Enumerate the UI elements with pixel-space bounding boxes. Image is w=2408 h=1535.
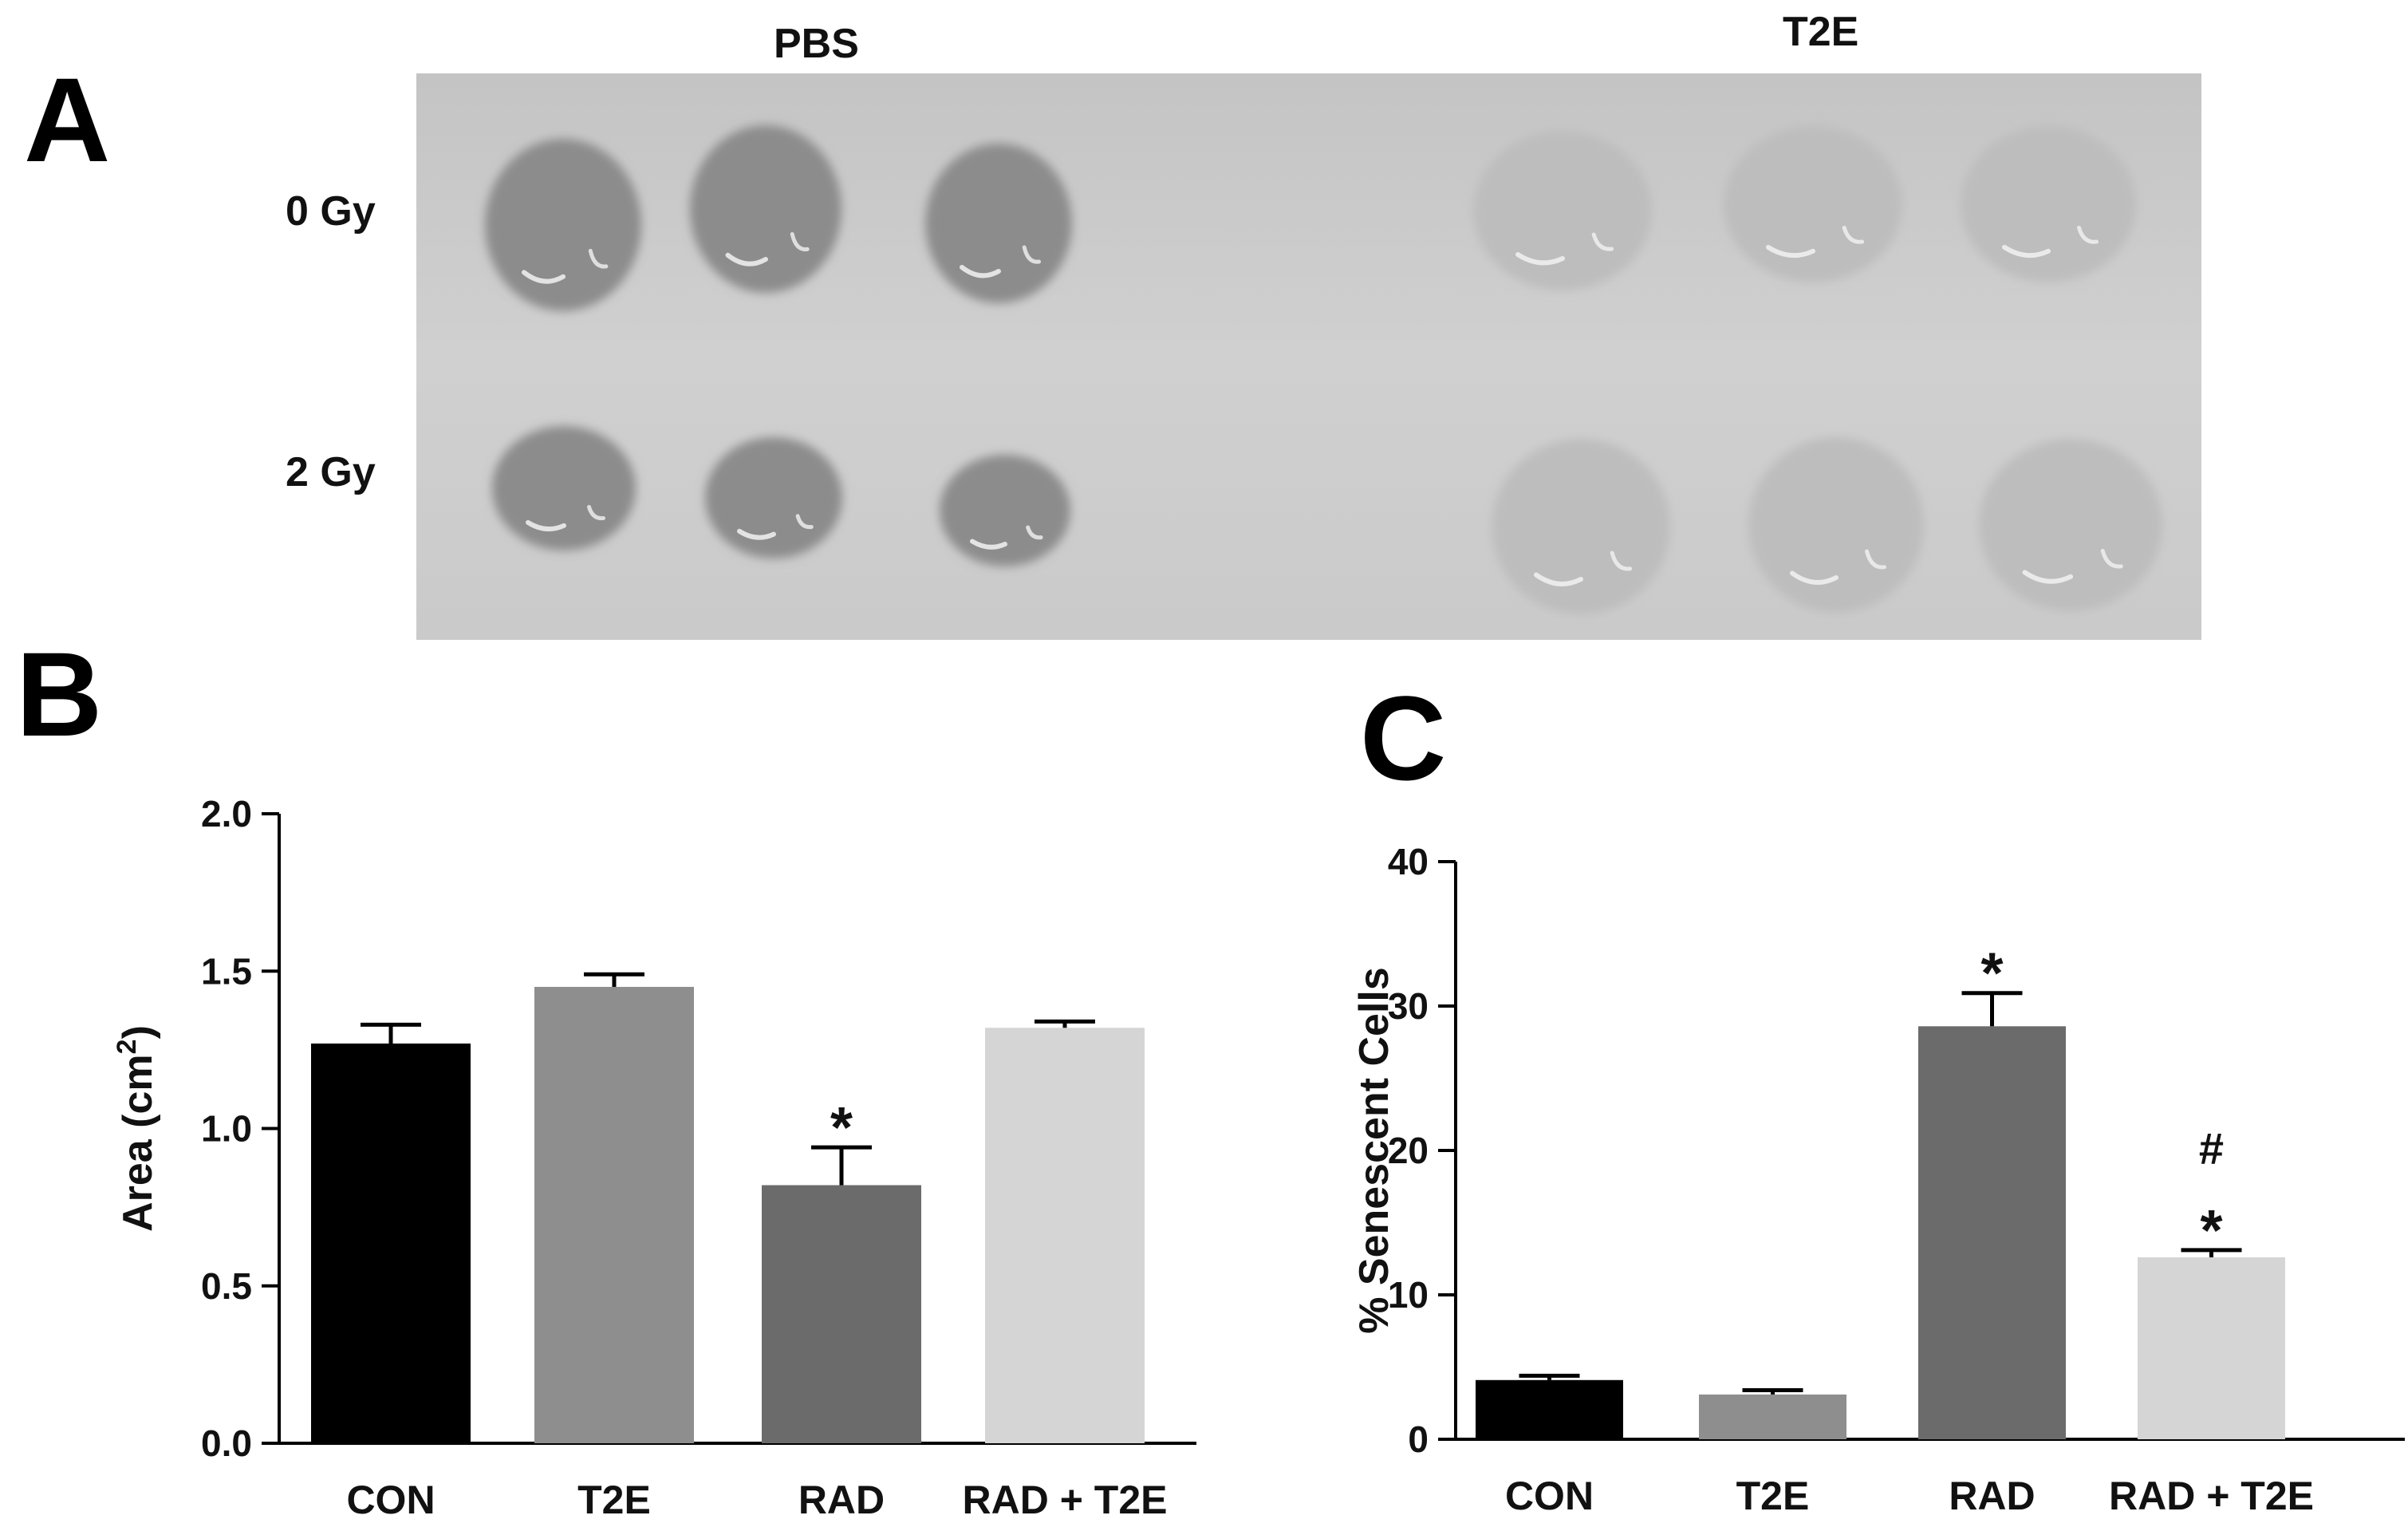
- photo-column-label-pbs: PBS: [774, 21, 859, 67]
- gel-drop-pbs: [485, 139, 641, 311]
- chart-c-significance-marker: *: [1980, 942, 2003, 1006]
- gel-drop-t2e: [1979, 439, 2162, 611]
- chart-b-x-tick-label: CON: [346, 1478, 435, 1522]
- gel-drop-pbs: [492, 426, 636, 550]
- chart-b-bar-0: [311, 1043, 471, 1443]
- chart-b-area: 0.0 0.5 1.0 1.5 2.0 Area (cm2) CON T2E RAD RAD + …: [112, 793, 1196, 1522]
- gel-drop-pbs: [690, 125, 841, 293]
- chart-c-bar-1: [1699, 1394, 1846, 1439]
- gel-drop-pbs: [705, 437, 842, 558]
- chart-c-x-tick-label: CON: [1505, 1474, 1594, 1518]
- panel-label-a: A: [24, 53, 111, 187]
- chart-b-y-tick-label: 0.5: [201, 1265, 252, 1307]
- chart-b-bar-3: [985, 1028, 1145, 1443]
- chart-c-x-tick-label: RAD: [1949, 1474, 2035, 1518]
- chart-b-y-tick-label: 1.0: [201, 1108, 252, 1150]
- gel-drop-t2e: [1473, 131, 1652, 290]
- chart-c-senescent-cells: 0 10 20 30 40 % Senescent Cells CON T2E RAD RAD +…: [1351, 841, 2405, 1518]
- panel-label-c: C: [1360, 671, 1447, 805]
- chart-c-bar-3: [2138, 1257, 2285, 1439]
- chart-c-y-tick-label: 0: [1408, 1419, 1429, 1460]
- gel-drop-t2e: [1492, 439, 1670, 614]
- chart-c-bar-0: [1476, 1379, 1623, 1439]
- chart-c-y-tick-label: 20: [1388, 1130, 1429, 1171]
- chart-b-bar-2: [762, 1185, 921, 1443]
- chart-b-y-tick-label: 2.0: [201, 793, 252, 835]
- chart-c-significance-marker: *: [2200, 1199, 2222, 1263]
- chart-c-x-tick-label: T2E: [1736, 1474, 1810, 1518]
- gel-drop-t2e: [1748, 437, 1924, 613]
- chart-c-x-tick-label: RAD + T2E: [2109, 1474, 2314, 1518]
- photo-column-label-t2e: T2E: [1783, 9, 1859, 55]
- chart-b-bar-1: [534, 986, 694, 1443]
- gel-drop-t2e: [1724, 126, 1902, 282]
- gel-photo-canvas: [485, 125, 2162, 614]
- chart-b-y-axis-label: Area (cm2): [112, 1025, 161, 1232]
- chart-b-x-tick-label: RAD + T2E: [962, 1478, 1167, 1522]
- chart-b-x-tick-label: RAD: [798, 1478, 885, 1522]
- chart-c-bar-2: [1918, 1026, 2066, 1439]
- panel-label-b: B: [16, 627, 103, 761]
- gel-photograph: [416, 73, 2201, 640]
- photo-row-label-0gy: 0 Gy: [286, 188, 376, 235]
- chart-b-y-tick-label: 0.0: [201, 1423, 252, 1464]
- chart-b-x-tick-label: T2E: [577, 1478, 651, 1522]
- gel-drop-t2e: [1961, 126, 2136, 282]
- chart-c-y-axis-label: % Senescent Cells: [1351, 967, 1397, 1334]
- chart-c-y-tick-label: 40: [1388, 841, 1429, 882]
- chart-c-y-tick-label: 30: [1388, 985, 1429, 1027]
- chart-c-significance-marker: #: [2199, 1123, 2224, 1174]
- chart-b-significance-marker: *: [830, 1096, 853, 1160]
- gel-drop-pbs: [940, 455, 1070, 566]
- chart-b-y-tick-label: 1.5: [201, 950, 252, 992]
- gel-drop-pbs: [925, 144, 1072, 303]
- photo-row-label-2gy: 2 Gy: [286, 449, 376, 495]
- chart-c-y-tick-label: 10: [1388, 1274, 1429, 1316]
